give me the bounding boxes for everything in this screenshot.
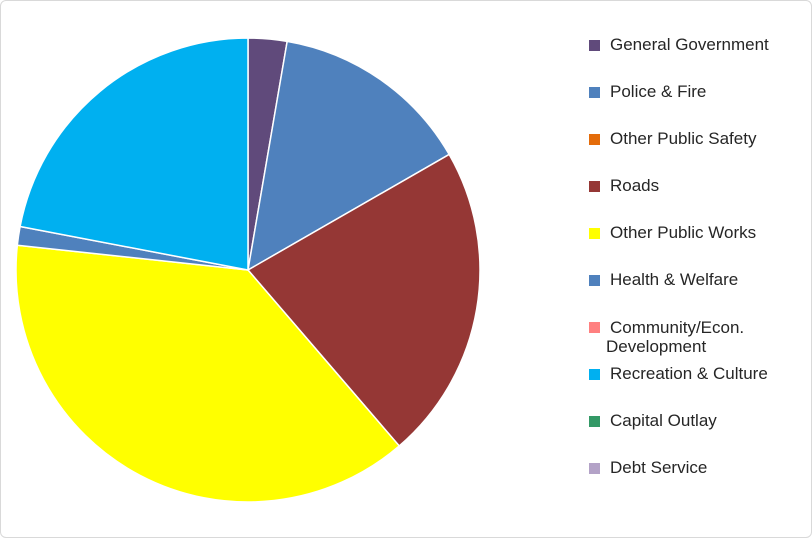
- pie-slice: [246, 153, 481, 447]
- legend-label: Other Public Safety: [610, 129, 757, 148]
- legend-swatch: [589, 40, 600, 51]
- legend-swatch: [589, 322, 600, 333]
- legend-label: Community/Econ. Development: [606, 318, 745, 356]
- legend-swatch: [589, 463, 600, 474]
- legend-label: Police & Fire: [610, 82, 707, 101]
- legend-swatch: [589, 369, 600, 380]
- pie-slice: [19, 37, 249, 271]
- legend-label: Debt Service: [610, 458, 708, 477]
- legend-label: Health & Welfare: [610, 270, 739, 289]
- legend-label: Capital Outlay: [610, 411, 717, 430]
- legend-label: General Government: [610, 35, 769, 54]
- legend-label: Other Public Works: [610, 223, 757, 242]
- legend-label: Roads: [610, 176, 660, 195]
- legend-swatch: [589, 416, 600, 427]
- legend-swatch: [589, 134, 600, 145]
- legend-swatch: [589, 181, 600, 192]
- pie-slice: [15, 244, 401, 503]
- legend-swatch: [589, 275, 600, 286]
- pie-slice: [246, 40, 451, 272]
- legend-swatch: [589, 228, 600, 239]
- legend-swatch: [589, 87, 600, 98]
- legend-label: Recreation & Culture: [610, 364, 768, 383]
